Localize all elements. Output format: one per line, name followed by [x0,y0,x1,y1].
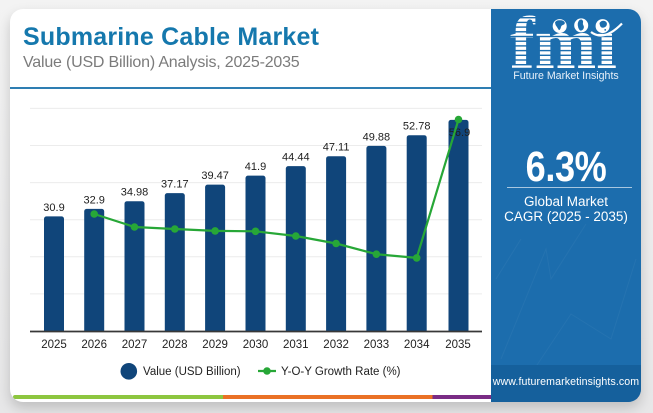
svg-text:44.44: 44.44 [282,152,310,164]
svg-text:Future Market Insights: Future Market Insights [513,70,618,82]
svg-text:2025: 2025 [41,339,67,351]
svg-text:2029: 2029 [202,339,228,351]
svg-text:41.9: 41.9 [245,161,266,173]
svg-text:Value (USD Billion): Value (USD Billion) [143,366,241,378]
svg-text:2032: 2032 [323,339,349,351]
svg-text:2031: 2031 [283,339,309,351]
svg-text:2033: 2033 [364,339,390,351]
svg-text:39.47: 39.47 [201,170,229,182]
svg-text:52.78: 52.78 [403,121,431,133]
svg-text:32.9: 32.9 [83,194,104,206]
svg-text:2030: 2030 [243,339,269,351]
svg-text:2026: 2026 [81,339,107,351]
svg-text:2034: 2034 [404,339,430,351]
svg-text:37.17: 37.17 [161,179,189,191]
svg-text:56.9: 56.9 [449,127,470,139]
svg-text:34.98: 34.98 [121,187,149,199]
svg-text:30.9: 30.9 [43,202,64,214]
svg-text:47.11: 47.11 [323,142,350,154]
svg-text:Y-O-Y Growth Rate (%): Y-O-Y Growth Rate (%) [281,366,401,378]
svg-text:2035: 2035 [445,339,471,351]
svg-text:2028: 2028 [162,339,188,351]
svg-text:2027: 2027 [122,339,148,351]
svg-text:49.88: 49.88 [363,131,391,143]
